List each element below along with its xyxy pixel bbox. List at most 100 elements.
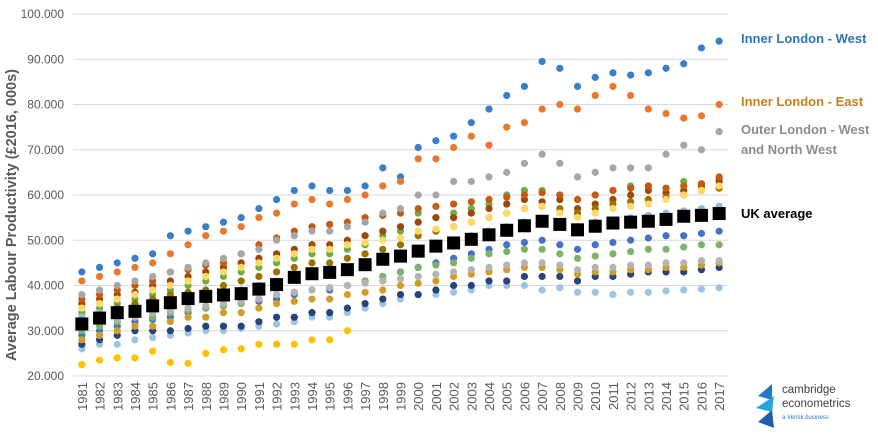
data-point xyxy=(308,309,316,317)
y-tick-label: 60.000 xyxy=(27,188,64,202)
data-point xyxy=(343,304,351,312)
data-point xyxy=(662,245,670,253)
data-point xyxy=(450,288,458,296)
annotation-inner-london-east: Inner London - East xyxy=(741,94,864,109)
data-point xyxy=(627,191,635,199)
logo-text-cambridge: cambridge xyxy=(782,384,836,396)
data-point xyxy=(467,198,475,206)
data-point xyxy=(379,164,387,172)
data-point xyxy=(503,277,511,285)
data-point xyxy=(680,191,688,199)
data-point xyxy=(166,318,174,326)
data-point xyxy=(503,168,511,176)
data-point xyxy=(184,313,192,321)
data-point xyxy=(573,277,582,285)
data-point xyxy=(609,82,617,90)
data-point xyxy=(644,288,652,296)
data-point xyxy=(184,277,192,285)
x-tick-label: 2002 xyxy=(447,382,462,411)
data-point xyxy=(538,286,546,294)
data-point xyxy=(520,159,529,167)
data-point xyxy=(308,295,316,303)
x-tick-label: 2014 xyxy=(659,382,674,411)
data-point xyxy=(290,288,298,296)
data-point xyxy=(556,272,564,281)
data-point xyxy=(290,340,298,348)
data-point xyxy=(131,322,139,330)
data-point xyxy=(627,91,635,100)
data-point xyxy=(715,227,723,235)
data-point xyxy=(591,191,599,199)
data-point xyxy=(396,241,405,249)
uk-average-point xyxy=(571,223,585,237)
x-tick-label: 1999 xyxy=(394,382,409,411)
data-point xyxy=(290,297,298,305)
data-point xyxy=(379,286,387,294)
data-point xyxy=(644,234,652,242)
data-point xyxy=(662,150,670,158)
data-point xyxy=(644,69,652,77)
data-point xyxy=(414,290,422,299)
data-point xyxy=(202,322,210,330)
uk-average-point xyxy=(677,209,691,223)
data-point xyxy=(149,322,157,330)
x-tick-label: 1986 xyxy=(163,382,178,411)
data-point xyxy=(450,259,458,267)
data-point xyxy=(680,232,688,240)
data-point xyxy=(202,232,210,240)
data-point xyxy=(644,182,652,190)
data-point xyxy=(609,238,617,247)
data-point xyxy=(432,270,440,278)
data-point xyxy=(326,245,334,253)
data-point xyxy=(396,234,405,242)
data-point xyxy=(414,204,422,213)
data-point xyxy=(361,238,369,247)
data-point xyxy=(379,209,387,217)
data-point xyxy=(450,143,458,152)
data-point xyxy=(326,259,334,267)
data-point xyxy=(396,281,405,290)
data-point xyxy=(379,182,387,190)
data-point xyxy=(715,182,723,190)
data-point xyxy=(591,91,599,100)
data-point xyxy=(538,150,546,158)
data-point xyxy=(450,268,458,276)
x-tick-label: 1990 xyxy=(234,382,249,411)
data-point xyxy=(308,182,316,190)
data-point xyxy=(113,268,121,276)
data-point xyxy=(149,272,157,281)
data-point xyxy=(485,173,493,181)
data-point xyxy=(308,245,316,253)
data-point xyxy=(538,189,546,197)
y-tick-label: 70.000 xyxy=(27,143,64,157)
data-point xyxy=(379,236,387,244)
data-point xyxy=(255,259,263,267)
data-point xyxy=(379,277,387,285)
data-point xyxy=(715,241,723,249)
data-point xyxy=(361,191,369,199)
data-point xyxy=(697,285,706,293)
uk-average-point xyxy=(588,219,602,233)
data-point xyxy=(556,284,564,292)
data-point xyxy=(662,195,670,204)
data-point xyxy=(219,218,228,226)
x-tick-label: 2013 xyxy=(641,382,656,411)
data-point xyxy=(166,268,174,276)
data-point xyxy=(573,105,582,113)
data-point xyxy=(326,200,334,208)
data-point xyxy=(184,304,192,312)
data-point xyxy=(503,91,511,100)
data-point xyxy=(573,195,582,204)
data-point xyxy=(627,164,635,172)
y-tick-label: 80.000 xyxy=(27,98,64,112)
data-point xyxy=(202,259,210,267)
data-point xyxy=(467,266,475,274)
data-point xyxy=(662,232,670,240)
data-point xyxy=(520,281,529,290)
data-point xyxy=(485,105,493,113)
x-tick-label: 1996 xyxy=(340,382,355,411)
data-point xyxy=(237,214,245,222)
data-point xyxy=(450,281,458,290)
data-point xyxy=(272,195,281,204)
y-tick-label: 90.000 xyxy=(27,52,64,66)
